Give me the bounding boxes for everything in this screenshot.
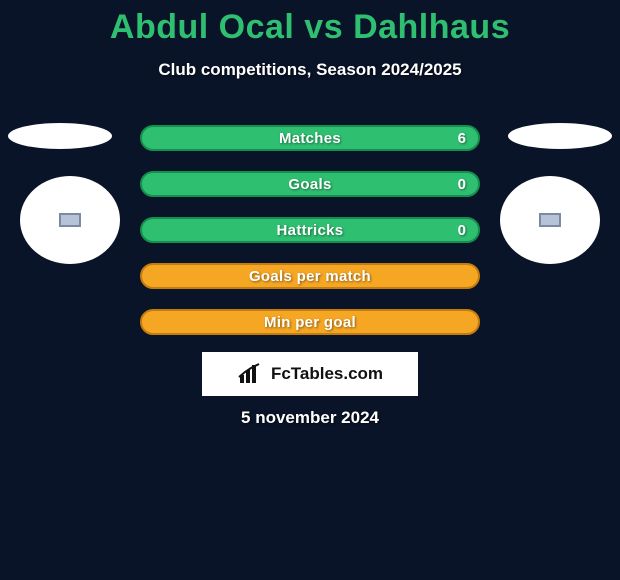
brand-label: FcTables.com — [271, 364, 383, 384]
stat-label: Matches — [279, 130, 341, 147]
stat-label: Hattricks — [277, 222, 344, 239]
stat-right-value: 0 — [458, 219, 466, 241]
player-right-badge — [500, 176, 600, 264]
stat-label: Goals — [288, 176, 331, 193]
page-title: Abdul Ocal vs Dahlhaus — [0, 8, 620, 47]
stat-label: Goals per match — [249, 268, 371, 285]
snapshot-date: 5 november 2024 — [0, 408, 620, 428]
stat-row-min-per-goal: Min per goal — [140, 309, 480, 335]
stat-right-value: 6 — [458, 127, 466, 149]
stat-label: Min per goal — [264, 314, 356, 331]
player-left-badge — [20, 176, 120, 264]
bar-chart-icon — [237, 363, 265, 385]
brand-box: FcTables.com — [202, 352, 418, 396]
stat-right-value: 0 — [458, 173, 466, 195]
player-right-ellipse — [508, 123, 612, 149]
page-subtitle: Club competitions, Season 2024/2025 — [0, 60, 620, 80]
stat-row-matches: Matches 6 — [140, 125, 480, 151]
stat-row-hattricks: Hattricks 0 — [140, 217, 480, 243]
player-left-ellipse — [8, 123, 112, 149]
stats-rows: Matches 6 Goals 0 Hattricks 0 Goals per … — [140, 125, 480, 355]
stat-row-goals-per-match: Goals per match — [140, 263, 480, 289]
placeholder-icon — [539, 213, 561, 227]
stat-row-goals: Goals 0 — [140, 171, 480, 197]
placeholder-icon — [59, 213, 81, 227]
